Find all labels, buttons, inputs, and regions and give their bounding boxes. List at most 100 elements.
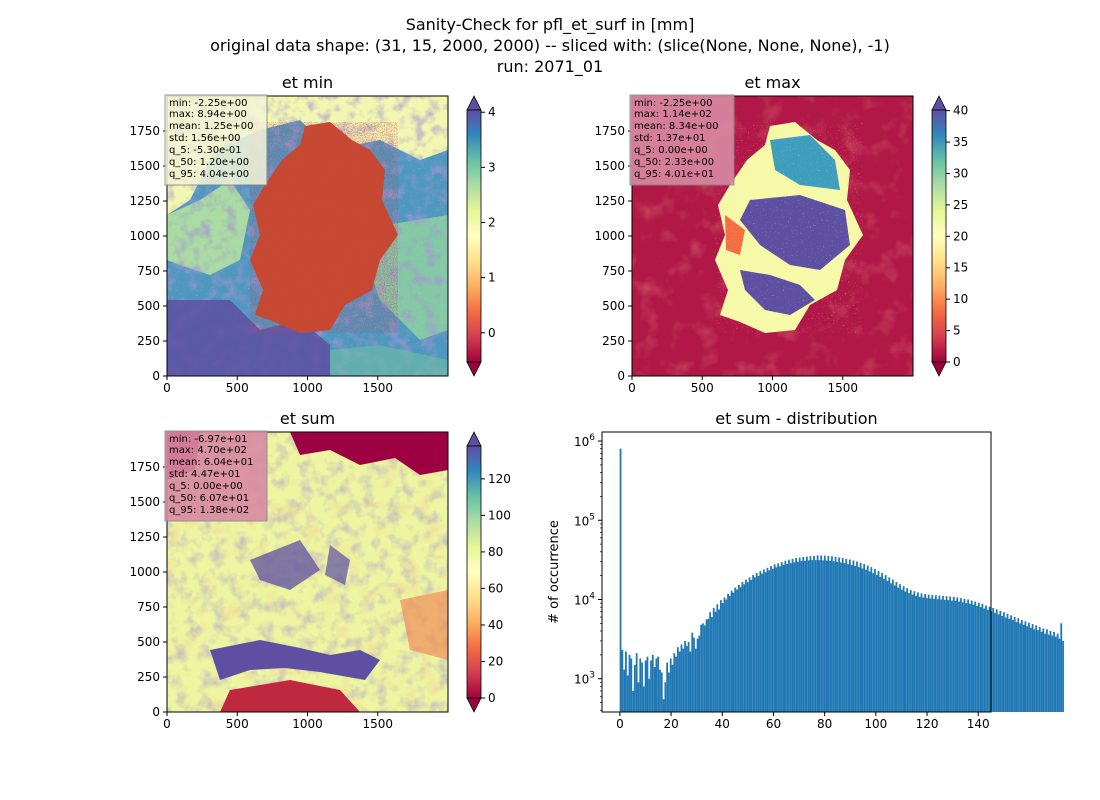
y-tick-label: 500 — [137, 299, 160, 313]
histogram-bar — [689, 651, 692, 712]
histogram-bar — [942, 595, 944, 712]
y-tick-label: 1250 — [129, 530, 160, 544]
histogram-bar — [1017, 618, 1020, 712]
colorbar-tick-label: 25 — [953, 198, 968, 212]
histogram-bar — [857, 567, 860, 712]
histogram-bar — [1056, 633, 1059, 712]
histogram-bar — [705, 619, 708, 712]
histogram-bar — [827, 555, 830, 712]
histogram-bar — [642, 686, 645, 712]
histogram-bar — [936, 599, 939, 712]
histogram-bar — [1008, 618, 1011, 712]
histogram-bar — [716, 604, 719, 712]
histogram-bar — [1042, 628, 1045, 712]
histogram-bar — [764, 572, 767, 712]
histogram-bar — [1054, 636, 1057, 712]
heatmap-et-max — [632, 96, 913, 376]
stat-line: q_95: 4.01e+01 — [634, 169, 714, 180]
histogram-bar — [840, 562, 842, 712]
histogram-bar — [791, 558, 794, 712]
histogram-bar — [841, 558, 844, 712]
histogram-bar — [929, 598, 932, 712]
y-tick-label: 1750 — [129, 460, 160, 474]
histogram-bar — [725, 599, 728, 712]
histogram-bar — [1024, 621, 1027, 712]
histogram-bar — [807, 560, 810, 712]
histogram-bar — [963, 598, 966, 712]
y-tick-label: 1750 — [129, 124, 160, 138]
histogram-bar — [811, 560, 814, 712]
colorbar-gradient — [931, 109, 947, 363]
histogram-bar — [900, 589, 903, 712]
colorbar-tick-label: 120 — [488, 472, 511, 486]
histogram-bar — [956, 597, 959, 712]
histogram-bar — [1044, 633, 1047, 712]
stat-line: mean: 8.34e+00 — [634, 121, 718, 132]
stat-line: q_95: 1.38e+02 — [169, 505, 249, 516]
axes-et-min: 0 500 1000 1500 0 250 500 750 1000 1250 1500 1750 — [129, 124, 393, 395]
histogram-bar — [859, 562, 862, 712]
histogram-bar — [965, 603, 968, 712]
histogram-bar — [1033, 629, 1036, 712]
stat-line: q_5: 0.00e+00 — [634, 145, 708, 156]
histogram-bar — [970, 600, 973, 712]
colorbar-extend-min — [466, 361, 482, 377]
histogram-bar — [813, 555, 815, 712]
x-tick-label: 0 — [628, 381, 636, 395]
histogram-bar — [707, 618, 710, 712]
histogram-bar — [911, 594, 914, 712]
histogram-bar — [854, 565, 857, 712]
x-tick-label: 100 — [864, 717, 887, 731]
x-tick-label: 1500 — [827, 381, 858, 395]
histogram-bar — [931, 594, 934, 712]
histogram-bar — [691, 632, 694, 712]
colorbar-gradient — [466, 445, 482, 699]
y-tick-label: 750 — [137, 600, 160, 614]
histogram-bar — [662, 699, 665, 712]
histogram-bar — [675, 656, 677, 712]
histogram-bar — [1040, 631, 1043, 712]
histogram-bar — [1028, 622, 1030, 712]
histogram-bar — [829, 560, 832, 712]
histogram-bar — [1010, 615, 1012, 712]
histogram-bar — [1022, 624, 1025, 712]
histogram-bar — [1011, 620, 1014, 712]
stat-line: max: 8.94e+00 — [169, 109, 247, 120]
histogram-bar — [922, 597, 925, 712]
histogram-bar — [863, 563, 866, 712]
histogram-bar — [621, 650, 624, 712]
colorbar-tick-label: 0 — [953, 355, 961, 369]
histogram-bar — [943, 599, 946, 712]
histogram-bar — [1019, 623, 1021, 712]
histogram-bar — [678, 651, 681, 712]
histogram-bar — [981, 603, 984, 712]
stat-line: max: 1.14e+02 — [634, 109, 712, 120]
histogram-bar — [968, 603, 971, 712]
histogram-bar — [730, 590, 733, 712]
plot-frame — [601, 431, 992, 713]
histogram-bar — [974, 601, 977, 712]
histogram-bar — [755, 572, 758, 712]
x-tick-label: 500 — [226, 381, 249, 395]
histogram-bar — [881, 572, 884, 712]
colorbar-extend-min — [466, 697, 482, 713]
histogram-bar — [728, 595, 731, 712]
x-tick-label: 1000 — [292, 717, 323, 731]
histogram-bar — [866, 565, 869, 712]
histogram-bar — [1026, 626, 1029, 712]
x-tick-label: 60 — [766, 717, 781, 731]
x-tick-label: 120 — [916, 717, 939, 731]
histogram-bar — [653, 667, 656, 712]
panel-title-et-sum: et sum — [280, 409, 335, 428]
histogram-bar — [995, 609, 998, 712]
histogram-bar — [895, 582, 898, 712]
histogram-bar — [994, 612, 996, 712]
histogram-bar — [800, 561, 803, 712]
histogram-bars — [619, 448, 1064, 712]
histogram-bar — [947, 600, 950, 712]
histogram-bar — [986, 609, 989, 712]
histogram-bar — [789, 563, 792, 712]
histogram-bar — [734, 587, 737, 712]
histogram-bar — [861, 568, 864, 712]
histogram-bar — [633, 664, 636, 712]
